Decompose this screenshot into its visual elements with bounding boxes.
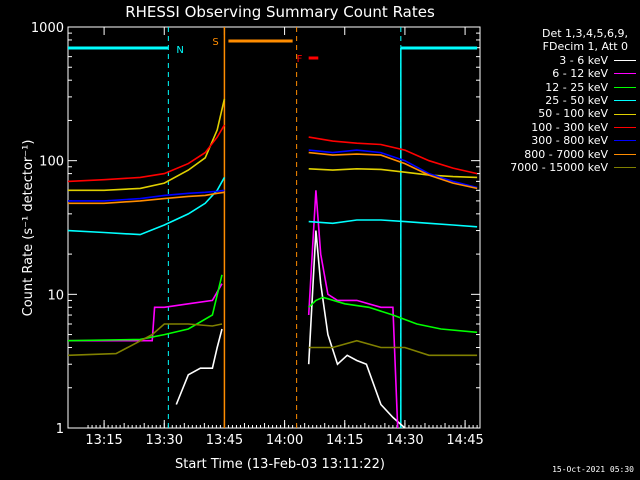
legend-label: 25 - 50 keV [545,94,608,108]
series-line [68,190,399,429]
legend-label: 300 - 800 keV [531,134,608,148]
legend-swatch [614,127,636,129]
y-tick-label: 1 [56,422,64,437]
legend-swatch [614,167,636,169]
legend-label: 3 - 6 keV [559,53,608,67]
legend-entry: 300 - 800 keV [478,134,636,147]
saa-label: S [212,37,218,48]
timestamp: 15-Oct-2021 05:30 [552,465,634,474]
legend-header: FDecim 1, Att 0 [542,40,628,54]
y-tick-label: 1000 [31,21,64,36]
series-line [67,124,478,183]
x-tick-label: 14:30 [386,433,423,448]
legend-entry: 12 - 25 keV [478,81,636,94]
legend-swatch [614,73,636,75]
legend-swatch [614,113,636,115]
series-line [175,230,406,429]
x-axis-label: Start Time (13-Feb-03 13:11:22) [175,457,385,472]
y-tick-label: 100 [39,155,64,170]
legend-entry: 6 - 12 keV [478,67,636,80]
x-tick-label: 14:00 [266,433,303,448]
x-tick-label: 13:30 [146,433,183,448]
series-line [68,151,478,205]
plot-area: 1 10 100 1000 13:15 13:30 13:45 14:00 14:15 14:30… [31,21,484,448]
plot-frame [67,26,481,429]
legend-entry: 100 - 300 keV [478,121,636,134]
legend-swatch [614,140,636,142]
legend-label: 7000 - 15000 keV [510,161,608,175]
legend-entry: 3 - 6 keV [478,54,636,67]
night-label: N [176,45,183,56]
series-line [68,149,478,202]
legend-entry: 800 - 7000 keV [478,148,636,161]
legend-swatch [614,86,636,88]
x-tick-label: 13:45 [206,433,243,448]
flare-label: F [297,54,303,65]
legend-label: 800 - 7000 keV [524,147,608,161]
x-tick-label: 13:15 [85,433,122,448]
series-line [67,323,478,357]
legend-header: Det 1,3,4,5,6,9, [541,27,628,40]
legend-swatch [614,153,636,155]
legend-swatch [614,60,636,62]
legend-entry: 25 - 50 keV [478,94,636,107]
series-line [67,274,478,342]
series-line [68,98,478,192]
x-tick-label: 14:15 [326,433,363,448]
chart-title: RHESSI Observing Summary Count Rates [125,3,435,21]
legend-label: 50 - 100 keV [538,107,608,121]
legend-label: 6 - 12 keV [552,67,608,81]
legend-label: 12 - 25 keV [545,80,608,94]
legend-entry: 7000 - 15000 keV [478,161,636,174]
legend-swatch [614,100,636,102]
legend-label: 100 - 300 keV [531,120,608,134]
legend-entry: 50 - 100 keV [478,107,636,120]
y-axis-label: Count Rate (s⁻¹ detector⁻¹) [21,140,36,317]
x-tick-label: 14:45 [446,433,483,448]
series-line [67,177,478,236]
y-tick-label: 10 [47,288,64,303]
